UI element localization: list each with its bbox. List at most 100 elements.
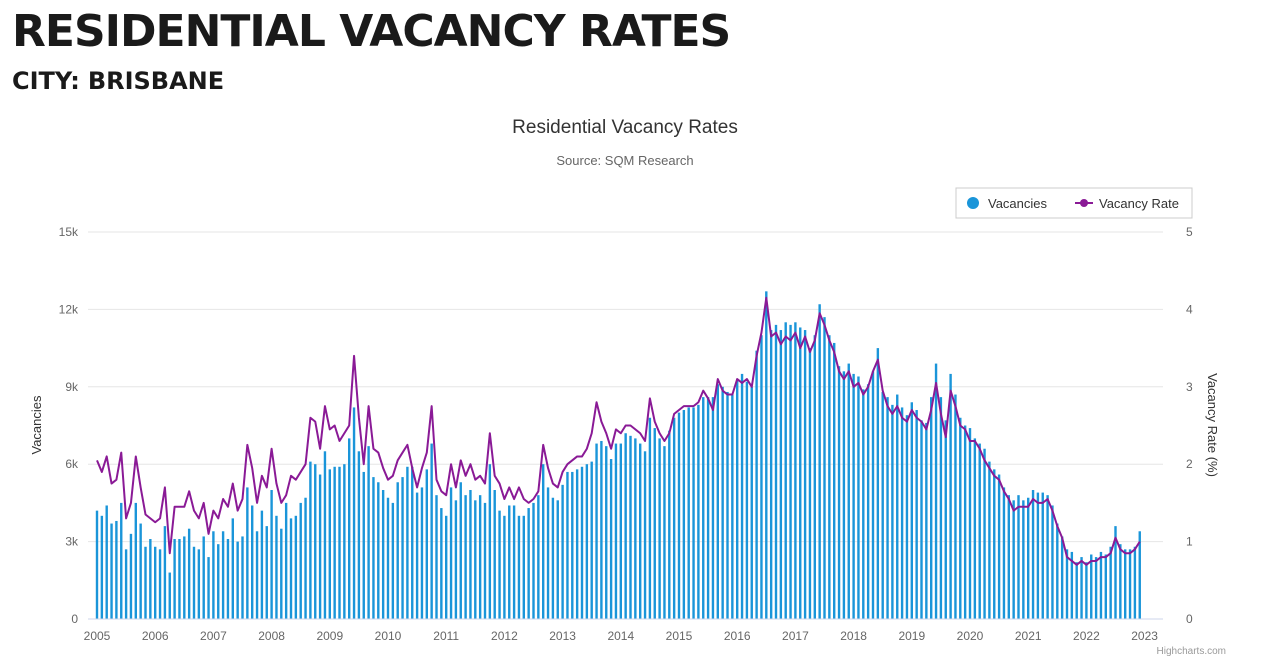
vacancies-bar[interactable] bbox=[556, 500, 559, 619]
vacancies-bar[interactable] bbox=[983, 448, 986, 619]
vacancies-bar[interactable] bbox=[580, 466, 584, 619]
vacancies-bar[interactable] bbox=[464, 495, 467, 619]
vacancies-bar[interactable] bbox=[774, 324, 778, 619]
vacancies-bar[interactable] bbox=[663, 446, 666, 619]
vacancies-bar[interactable] bbox=[697, 404, 700, 619]
vacancies-bar[interactable] bbox=[231, 518, 234, 619]
vacancies-bar[interactable] bbox=[241, 536, 244, 619]
vacancies-bar[interactable] bbox=[1027, 497, 1030, 619]
vacancies-bar[interactable] bbox=[1119, 544, 1122, 619]
vacancies-bar[interactable] bbox=[1094, 557, 1098, 619]
vacancies-bar[interactable] bbox=[1109, 546, 1112, 619]
vacancies-bar[interactable] bbox=[522, 515, 525, 619]
vacancies-bar[interactable] bbox=[561, 484, 564, 619]
vacancies-bar[interactable] bbox=[1099, 551, 1103, 619]
vacancies-bar[interactable] bbox=[226, 539, 230, 619]
vacancies-bar[interactable] bbox=[251, 505, 254, 619]
vacancies-bar[interactable] bbox=[289, 518, 293, 619]
vacancies-bar[interactable] bbox=[891, 404, 894, 619]
vacancies-bar[interactable] bbox=[828, 335, 831, 619]
vacancies-bar[interactable] bbox=[314, 464, 317, 619]
vacancies-bar[interactable] bbox=[842, 371, 846, 619]
vacancies-bar[interactable] bbox=[672, 417, 676, 619]
vacancies-bar[interactable] bbox=[343, 464, 346, 619]
vacancies-bar[interactable] bbox=[721, 386, 724, 619]
vacancies-bar[interactable] bbox=[939, 397, 943, 619]
vacancies-bar[interactable] bbox=[1138, 531, 1141, 619]
vacancies-bar[interactable] bbox=[478, 495, 482, 619]
vacancies-bar[interactable] bbox=[930, 397, 933, 619]
vacancies-bar[interactable] bbox=[425, 469, 428, 619]
vacancies-bar[interactable] bbox=[1022, 500, 1025, 619]
vacancies-bar[interactable] bbox=[896, 394, 899, 619]
vacancies-bar[interactable] bbox=[920, 420, 923, 619]
vacancies-bar[interactable] bbox=[280, 528, 283, 619]
vacancies-bar[interactable] bbox=[221, 531, 225, 619]
vacancies-bar[interactable] bbox=[377, 482, 380, 619]
vacancies-bar[interactable] bbox=[1031, 490, 1035, 619]
vacancies-bar[interactable] bbox=[1046, 495, 1049, 619]
vacancies-bar[interactable] bbox=[789, 324, 792, 619]
vacancies-bar[interactable] bbox=[968, 428, 972, 619]
vacancies-bar[interactable] bbox=[886, 397, 889, 619]
vacancies-bar[interactable] bbox=[881, 391, 884, 619]
vacancies-bar[interactable] bbox=[197, 549, 201, 619]
vacancies-bar[interactable] bbox=[978, 443, 981, 619]
vacancies-bar[interactable] bbox=[658, 438, 661, 619]
vacancies-bar[interactable] bbox=[527, 508, 530, 619]
vacancies-bar[interactable] bbox=[934, 363, 938, 619]
vacancies-bar[interactable] bbox=[207, 557, 210, 619]
vacancies-bar[interactable] bbox=[1060, 536, 1064, 619]
vacancies-bar[interactable] bbox=[605, 446, 608, 619]
vacancies-bar[interactable] bbox=[246, 487, 249, 619]
vacancies-bar[interactable] bbox=[973, 438, 977, 619]
vacancies-bar[interactable] bbox=[110, 523, 113, 619]
vacancies-bar[interactable] bbox=[508, 505, 511, 619]
vacancies-bar[interactable] bbox=[687, 407, 690, 619]
vacancies-bar[interactable] bbox=[352, 407, 356, 619]
vacancies-bar[interactable] bbox=[857, 376, 860, 619]
vacancies-bar[interactable] bbox=[517, 515, 521, 619]
vacancies-bar[interactable] bbox=[217, 544, 220, 619]
vacancies-bar[interactable] bbox=[120, 502, 123, 619]
vacancies-bar[interactable] bbox=[338, 466, 341, 619]
vacancies-bar[interactable] bbox=[362, 471, 365, 619]
vacancies-bar[interactable] bbox=[997, 474, 1001, 619]
vacancies-bar[interactable] bbox=[595, 443, 598, 619]
vacancies-bar[interactable] bbox=[1128, 549, 1132, 619]
vacancies-bar[interactable] bbox=[629, 435, 632, 619]
vacancies-bar[interactable] bbox=[600, 440, 603, 619]
vacancies-bar[interactable] bbox=[139, 523, 142, 619]
vacancies-bar[interactable] bbox=[726, 391, 729, 619]
vacancies-bar[interactable] bbox=[745, 381, 749, 619]
vacancies-bar[interactable] bbox=[900, 407, 904, 619]
vacancies-bar[interactable] bbox=[440, 508, 443, 619]
vacancies-bar[interactable] bbox=[910, 402, 913, 619]
vacancies-bar[interactable] bbox=[430, 443, 433, 619]
vacancies-bar[interactable] bbox=[736, 379, 739, 619]
vacancies-bar[interactable] bbox=[503, 515, 506, 619]
vacancies-bar[interactable] bbox=[202, 536, 205, 619]
vacancies-bar[interactable] bbox=[299, 502, 302, 619]
vacancies-bar[interactable] bbox=[711, 397, 715, 619]
vacancies-bar[interactable] bbox=[590, 461, 593, 619]
vacancies-bar[interactable] bbox=[682, 410, 686, 619]
vacancies-bar[interactable] bbox=[445, 515, 448, 619]
vacancies-bar[interactable] bbox=[483, 502, 487, 619]
vacancies-bar[interactable] bbox=[454, 500, 458, 619]
vacancies-bar[interactable] bbox=[154, 546, 157, 619]
vacancies-bar[interactable] bbox=[760, 335, 763, 619]
vacancies-bar[interactable] bbox=[794, 322, 797, 619]
vacancies-bar[interactable] bbox=[357, 451, 361, 619]
vacancies-bar[interactable] bbox=[692, 407, 695, 619]
vacancies-bar[interactable] bbox=[740, 373, 744, 619]
vacancies-bar[interactable] bbox=[469, 490, 472, 619]
vacancies-bar[interactable] bbox=[488, 464, 492, 619]
vacancies-bar[interactable] bbox=[750, 386, 753, 619]
vacancies-bar[interactable] bbox=[609, 459, 613, 619]
vacancies-bar[interactable] bbox=[1075, 562, 1078, 619]
vacancies-bar[interactable] bbox=[372, 477, 375, 619]
vacancies-bar[interactable] bbox=[493, 490, 496, 619]
vacancies-bar[interactable] bbox=[178, 539, 181, 619]
vacancies-bar[interactable] bbox=[270, 490, 273, 619]
